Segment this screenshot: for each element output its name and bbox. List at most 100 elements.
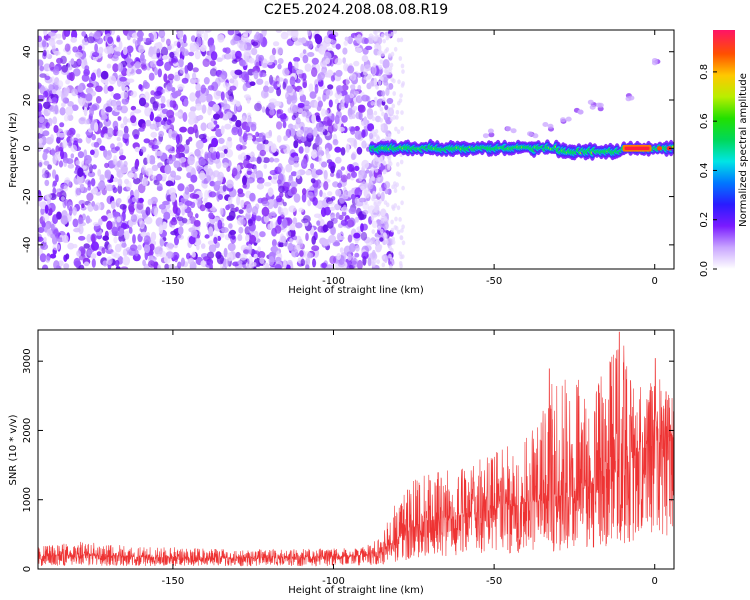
spectrogram-cell	[107, 213, 114, 219]
spectrogram-cell	[344, 36, 349, 41]
spectrogram-cell	[275, 46, 284, 56]
spectrogram-cell	[259, 70, 263, 78]
spectrogram-cell	[166, 242, 174, 251]
spectrogram-cell	[240, 199, 245, 208]
spectrogram-cell	[292, 217, 298, 225]
spectrogram-cell	[217, 194, 223, 200]
spectrogram-cell	[401, 81, 406, 86]
spectrogram-cell	[227, 89, 234, 97]
spectrogram-cell	[304, 63, 312, 72]
spectrogram-cell	[385, 69, 389, 75]
spectrogram-cell	[156, 59, 164, 67]
spectrogram-cell	[119, 155, 126, 161]
colorbar-gradient	[713, 30, 735, 269]
spectrogram-cell	[401, 185, 405, 191]
spectrogram-cell	[379, 117, 384, 123]
spectrogram-cell	[296, 129, 304, 137]
spectrogram-cell	[229, 85, 237, 91]
spectrogram-cell	[175, 207, 181, 216]
spectrogram-cell	[271, 239, 277, 247]
spectrogram-cell	[400, 228, 404, 233]
spectrogram-cell	[323, 116, 331, 127]
spectrogram-cell	[319, 237, 327, 245]
spectrogram-cell	[377, 30, 381, 33]
spectrogram-cell	[381, 262, 386, 268]
spectrogram-cell	[334, 146, 342, 153]
spectrogram-cell	[264, 131, 273, 139]
spectrogram-y-tick-label: -20	[22, 188, 33, 204]
colorbar-tick-label: 0.8	[699, 64, 710, 80]
spectrogram-cell	[207, 121, 215, 130]
spectrogram-cell	[136, 30, 144, 38]
spectrogram-cell	[106, 127, 115, 138]
spectrogram-cell	[370, 216, 375, 221]
spectrogram-cell	[84, 65, 90, 71]
spectrogram-cell	[277, 58, 284, 65]
spectrogram-cell	[137, 39, 141, 45]
spectrogram-cell	[306, 252, 314, 259]
spectrogram-cell	[44, 204, 49, 214]
spectrogram-cell	[263, 163, 268, 169]
spectrogram-cell	[317, 96, 322, 101]
spectrogram-cell	[262, 36, 267, 46]
spectrogram-cell	[52, 187, 57, 195]
spectrogram-cell	[229, 78, 235, 84]
spectrogram-cell	[542, 122, 549, 127]
spectrogram-cell	[372, 62, 377, 68]
spectrogram-cell	[377, 177, 381, 182]
spectrogram-cell	[390, 31, 395, 37]
spectrogram-cell	[383, 216, 388, 221]
spectrogram-cell	[380, 228, 384, 234]
spectrogram-cell	[363, 75, 371, 81]
spectrogram-cell	[290, 171, 298, 177]
spectrogram-cell	[187, 62, 194, 72]
spectrogram-cell	[113, 155, 118, 165]
spectrogram-cell	[60, 149, 64, 160]
spectrogram-cell	[326, 220, 334, 229]
spectrogram-cell	[107, 85, 114, 92]
spectrogram-cell	[381, 159, 386, 165]
spectrogram-cell	[336, 85, 343, 93]
spectrogram-cell	[67, 163, 75, 169]
spectrogram-cell	[179, 126, 188, 133]
spectrogram-cell	[52, 116, 58, 125]
spectrogram-cell	[354, 130, 363, 140]
spectrogram-cell	[121, 242, 127, 248]
spectrogram-cell	[124, 230, 130, 240]
spectrogram-cell	[249, 81, 256, 86]
spectrogram-cell	[145, 167, 154, 177]
spectrogram-cell	[257, 251, 266, 259]
spectrogram-cell	[255, 215, 262, 222]
spectrogram-cell	[247, 218, 253, 227]
spectrogram-cell	[325, 57, 331, 65]
spectrogram-cell	[149, 111, 154, 122]
spectrogram-cell	[59, 107, 66, 116]
spectrogram-cell	[305, 170, 312, 176]
spectrogram-cell	[238, 226, 244, 234]
spectrogram-cell	[307, 30, 312, 37]
snr-frame	[37, 329, 675, 570]
spectrogram-cell	[143, 235, 151, 246]
spectrogram-cell	[98, 218, 103, 226]
spectrogram-cell	[67, 101, 74, 107]
spectrogram-cell	[117, 62, 124, 73]
spectrogram-cell	[222, 184, 227, 192]
spectrogram-cell	[227, 95, 233, 102]
spectrogram-cell	[173, 160, 181, 169]
spectrogram-cell	[184, 186, 190, 195]
spectrogram-cell	[344, 94, 351, 104]
spectrogram-cell	[391, 103, 396, 109]
spectrogram-cell	[120, 266, 129, 269]
spectrogram-cell	[527, 131, 533, 137]
spectrogram-cell	[401, 240, 406, 246]
spectrogram-cell	[377, 201, 381, 207]
spectrogram-cell	[125, 180, 132, 191]
spectrogram-cell	[260, 89, 269, 99]
spectrogram-cell	[47, 164, 52, 170]
spectrogram-cell	[77, 167, 84, 178]
spectrogram-cell	[283, 135, 288, 141]
spectrogram-cell	[354, 187, 363, 198]
spectrogram-cell	[374, 168, 379, 173]
spectrogram-cell	[326, 153, 331, 160]
spectrogram-cell	[354, 252, 360, 258]
